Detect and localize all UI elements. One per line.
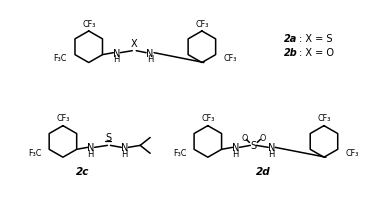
Text: : X = O: : X = O [299,47,334,57]
Text: S: S [250,141,256,151]
Text: : X = S: : X = S [299,34,333,44]
Text: N: N [87,143,94,153]
Text: F₃C: F₃C [173,148,186,157]
Text: 2a: 2a [284,34,298,44]
Text: CF₃: CF₃ [317,114,330,123]
Text: N: N [267,143,275,153]
Text: 2c: 2c [76,166,90,176]
Text: CF₃: CF₃ [195,19,209,28]
Text: N: N [147,48,154,58]
Text: F₃C: F₃C [54,54,67,63]
Text: H: H [268,149,275,158]
Text: O: O [241,133,248,142]
Text: O: O [259,133,266,142]
Text: H: H [113,55,120,64]
Text: 2d: 2d [256,166,270,176]
Text: CF₃: CF₃ [56,114,70,123]
Text: 2b: 2b [284,47,298,57]
Text: X: X [131,39,138,48]
Text: H: H [87,149,94,158]
Text: F₃C: F₃C [28,148,41,157]
Text: N: N [232,143,239,153]
Text: N: N [120,143,128,153]
Text: CF₃: CF₃ [223,54,237,63]
Text: N: N [113,48,120,58]
Text: CF₃: CF₃ [82,19,95,28]
Text: CF₃: CF₃ [346,148,359,157]
Text: CF₃: CF₃ [201,114,214,123]
Text: H: H [232,149,239,158]
Text: S: S [106,133,112,143]
Text: H: H [121,149,128,158]
Text: H: H [147,55,153,64]
